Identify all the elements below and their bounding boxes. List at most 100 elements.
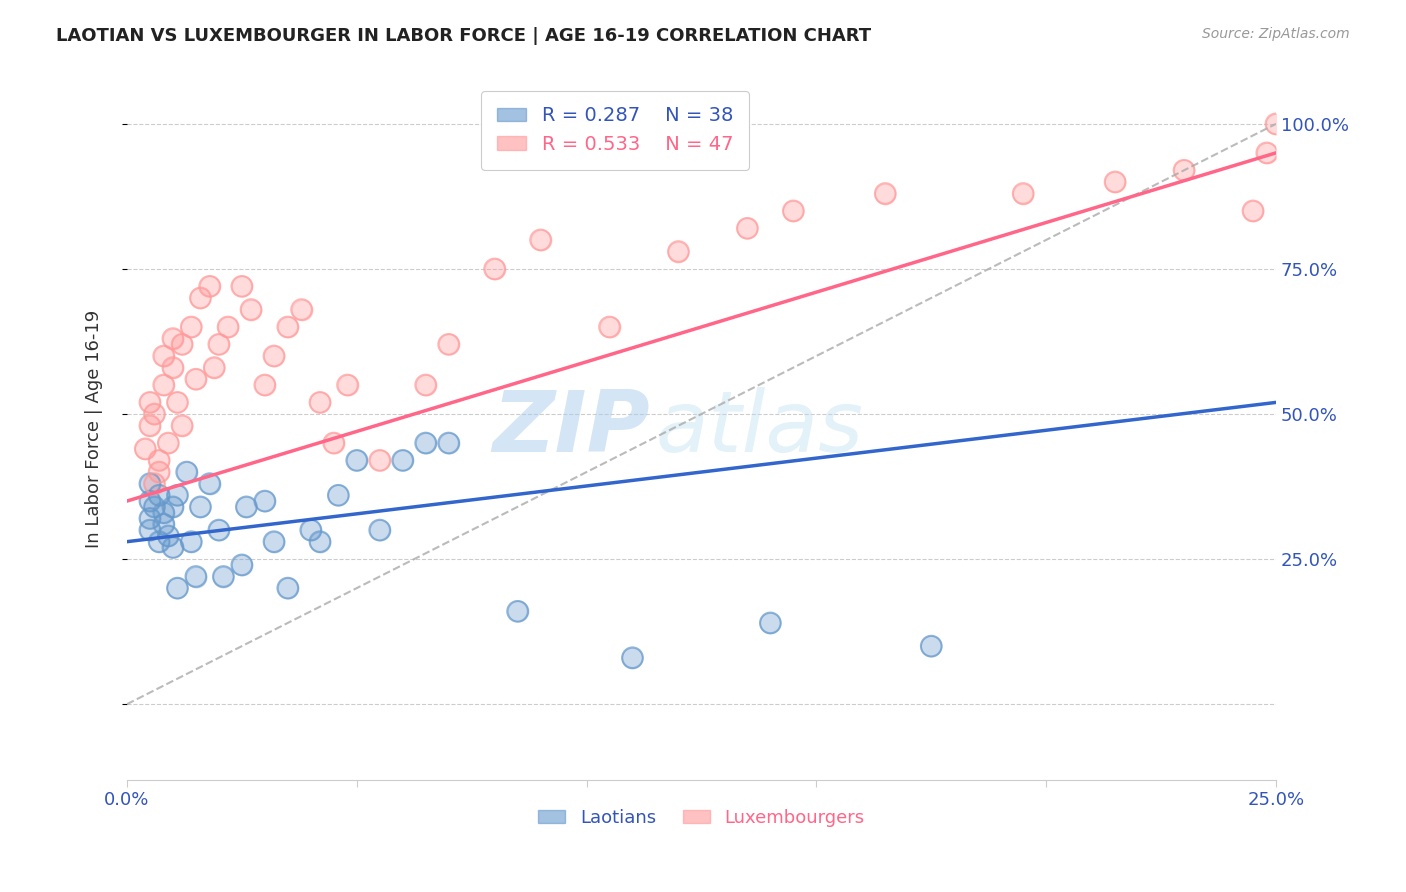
Point <box>139 418 162 433</box>
Point <box>157 529 180 543</box>
Point <box>253 378 276 392</box>
Point <box>202 360 225 375</box>
Point <box>176 465 198 479</box>
Point <box>148 465 170 479</box>
Point <box>143 500 166 514</box>
Point <box>180 534 202 549</box>
Point <box>484 262 506 277</box>
Point <box>166 488 188 502</box>
Point <box>253 494 276 508</box>
Point <box>621 650 644 665</box>
Point <box>217 320 239 334</box>
Point <box>1104 175 1126 189</box>
Point <box>217 320 239 334</box>
Point <box>759 615 782 630</box>
Point <box>166 395 188 409</box>
Point <box>157 529 180 543</box>
Point <box>231 279 253 293</box>
Point <box>148 488 170 502</box>
Point <box>170 418 193 433</box>
Point <box>198 279 221 293</box>
Point <box>134 442 156 456</box>
Point <box>346 453 368 467</box>
Point <box>336 378 359 392</box>
Point <box>157 436 180 450</box>
Point <box>336 378 359 392</box>
Text: Source: ZipAtlas.com: Source: ZipAtlas.com <box>1202 27 1350 41</box>
Point <box>290 302 312 317</box>
Point <box>143 407 166 421</box>
Point <box>437 436 460 450</box>
Point <box>299 523 322 537</box>
Point <box>162 360 184 375</box>
Point <box>152 378 174 392</box>
Point <box>1012 186 1035 201</box>
Point <box>148 534 170 549</box>
Point <box>170 418 193 433</box>
Point <box>180 320 202 334</box>
Point <box>737 221 759 235</box>
Legend: Laotians, Luxembourgers: Laotians, Luxembourgers <box>531 801 872 834</box>
Point <box>415 378 437 392</box>
Point <box>263 349 285 363</box>
Point <box>277 320 299 334</box>
Point <box>166 488 188 502</box>
Point <box>1012 186 1035 201</box>
Point <box>782 203 804 218</box>
Point <box>139 395 162 409</box>
Point <box>1104 175 1126 189</box>
Point <box>152 378 174 392</box>
Point <box>253 494 276 508</box>
Point <box>1173 163 1195 178</box>
Point <box>162 332 184 346</box>
Point <box>437 337 460 351</box>
Point <box>290 302 312 317</box>
Point <box>759 615 782 630</box>
Point <box>506 604 529 618</box>
Point <box>277 581 299 595</box>
Point <box>263 534 285 549</box>
Point <box>437 436 460 450</box>
Point <box>166 581 188 595</box>
Point <box>148 453 170 467</box>
Point <box>190 291 212 305</box>
Point <box>139 395 162 409</box>
Text: atlas: atlas <box>655 387 863 470</box>
Point <box>621 650 644 665</box>
Point <box>198 279 221 293</box>
Point <box>152 506 174 520</box>
Point <box>253 378 276 392</box>
Point <box>277 581 299 595</box>
Point <box>162 500 184 514</box>
Point <box>299 523 322 537</box>
Point <box>212 569 235 583</box>
Point <box>139 523 162 537</box>
Point <box>162 541 184 555</box>
Point <box>391 453 413 467</box>
Point <box>143 500 166 514</box>
Point <box>143 407 166 421</box>
Point <box>415 436 437 450</box>
Point <box>139 523 162 537</box>
Point <box>148 453 170 467</box>
Point <box>737 221 759 235</box>
Point <box>328 488 350 502</box>
Point <box>263 349 285 363</box>
Point <box>208 523 231 537</box>
Point <box>148 534 170 549</box>
Y-axis label: In Labor Force | Age 16-19: In Labor Force | Age 16-19 <box>86 310 103 548</box>
Point <box>322 436 344 450</box>
Point <box>782 203 804 218</box>
Point <box>152 517 174 532</box>
Point <box>152 349 174 363</box>
Point <box>529 233 551 247</box>
Point <box>139 476 162 491</box>
Point <box>152 506 174 520</box>
Point <box>139 511 162 525</box>
Point <box>208 337 231 351</box>
Point <box>139 476 162 491</box>
Point <box>202 360 225 375</box>
Point <box>162 360 184 375</box>
Point <box>180 534 202 549</box>
Point <box>920 639 942 653</box>
